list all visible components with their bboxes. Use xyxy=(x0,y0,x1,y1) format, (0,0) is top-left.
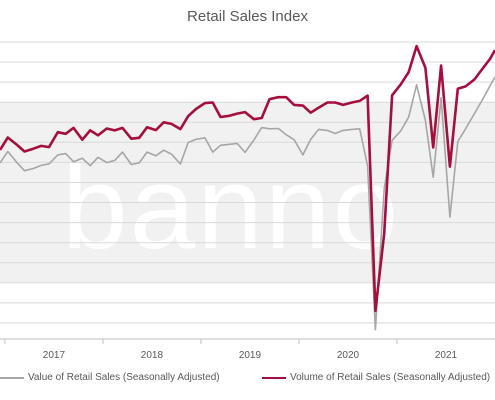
watermark-text: banno xyxy=(62,142,400,274)
x-tick-label: 2019 xyxy=(239,350,262,361)
legend-label-volume: Volume of Retail Sales (Seasonally Adjus… xyxy=(290,372,491,383)
gridlines xyxy=(0,41,495,324)
x-tick-label: 2017 xyxy=(43,350,66,361)
series-lines xyxy=(0,44,495,331)
watermark: banno xyxy=(0,102,495,282)
watermark-band xyxy=(0,102,495,282)
legend-item-volume: Volume of Retail Sales (Seasonally Adjus… xyxy=(262,372,490,383)
chart-title: Retail Sales Index xyxy=(187,8,308,25)
legend-swatch-value xyxy=(0,376,24,379)
x-tick-label: 2021 xyxy=(435,350,458,361)
x-axis-ticks: 2017 2018 2019 2020 2021 xyxy=(4,339,458,361)
legend: Value of Retail Sales (Seasonally Adjust… xyxy=(0,372,495,392)
series-line-volume xyxy=(0,44,495,313)
x-tick-label: 2018 xyxy=(141,350,164,361)
legend-item-value: Value of Retail Sales (Seasonally Adjust… xyxy=(0,372,220,383)
legend-swatch-volume xyxy=(262,376,286,379)
x-tick-label: 2020 xyxy=(337,350,360,361)
legend-label-value: Value of Retail Sales (Seasonally Adjust… xyxy=(28,372,220,383)
series-line-value xyxy=(0,76,495,331)
